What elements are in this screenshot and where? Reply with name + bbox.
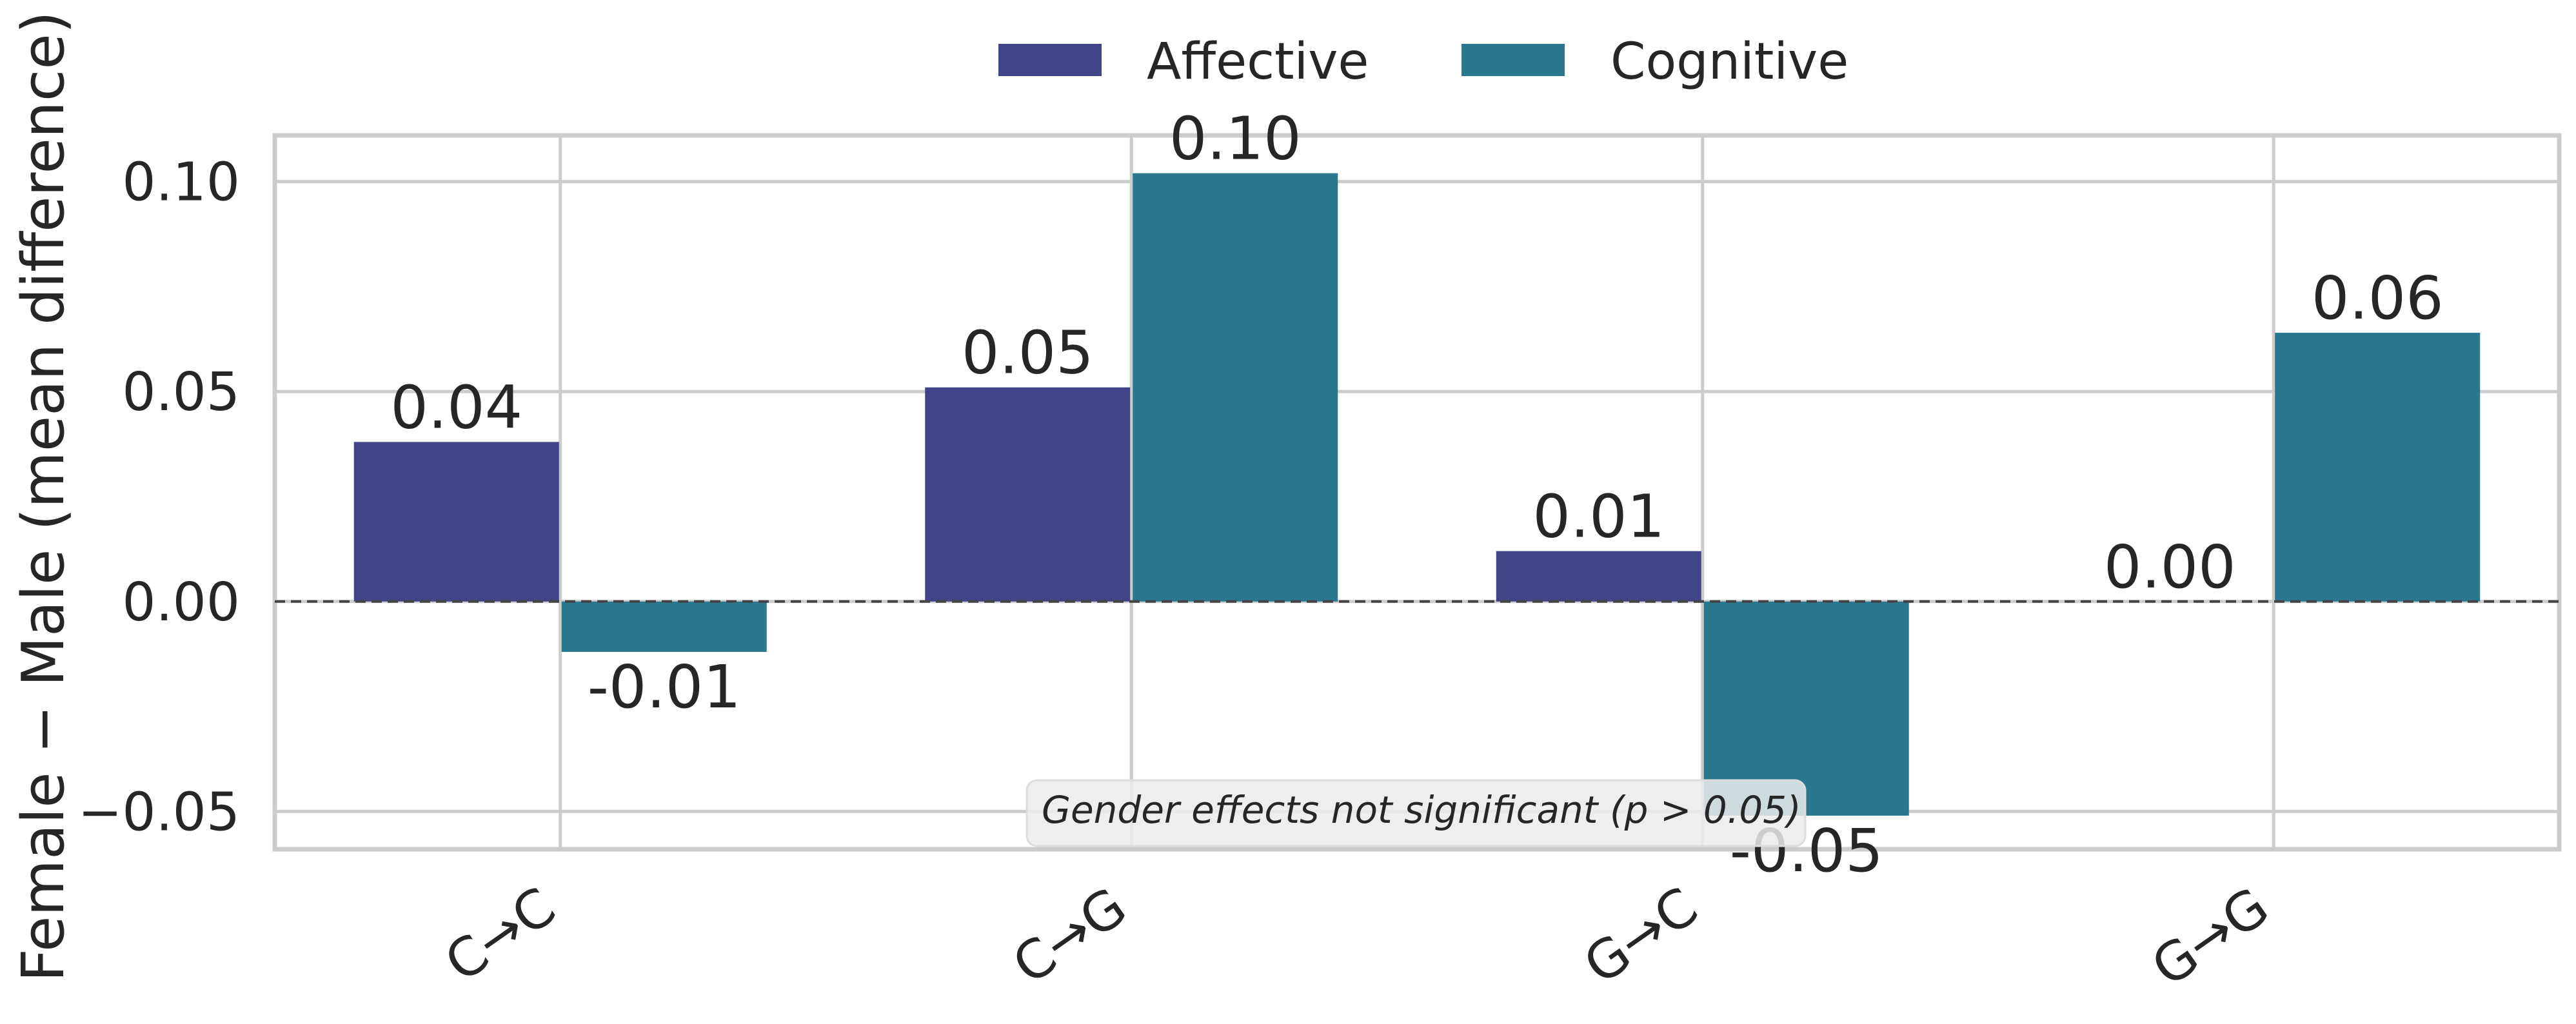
data-label-affective-4: 0.00 — [2104, 533, 2236, 602]
legend: Affective Cognitive — [998, 33, 1848, 91]
data-label-cognitive-2: 0.10 — [1169, 104, 1302, 173]
x-tick-labels: C→C C→G G→C G→G — [435, 876, 2280, 999]
bar-affective-1 — [353, 442, 559, 602]
plot-area-frame — [272, 133, 2562, 852]
data-label-affective-2: 0.05 — [962, 319, 1094, 388]
data-label-affective-3: 0.01 — [1532, 482, 1665, 551]
annotation-text: Gender effects not significant (p > 0.05… — [1042, 788, 1801, 832]
x-tick-label: G→G — [2141, 876, 2280, 999]
data-label-affective-1: 0.04 — [390, 373, 522, 442]
legend-swatch-cognitive — [1461, 44, 1565, 76]
x-tick-label: G→C — [1573, 876, 1709, 997]
grid-lines — [275, 135, 2559, 849]
y-tick-labels: −0.05 0.00 0.05 0.10 — [78, 152, 240, 843]
bar-cognitive-1 — [561, 601, 767, 652]
y-tick-label: 0.00 — [122, 572, 240, 633]
data-label-cognitive-4: 0.06 — [2312, 264, 2444, 333]
annotation-box — [1025, 779, 1807, 847]
data-labels: 0.040.050.010.00-0.010.10-0.050.06 — [390, 104, 2443, 885]
y-axis-label: Female − Male (mean difference) — [10, 11, 77, 982]
bars — [353, 173, 2481, 816]
legend-label-cognitive: Cognitive — [1610, 33, 1848, 91]
x-tick-label: C→G — [1002, 876, 1138, 997]
legend-label-affective: Affective — [1147, 33, 1369, 91]
bar-cognitive-2 — [1133, 173, 1338, 602]
y-tick-label: 0.10 — [122, 152, 240, 213]
y-tick-label: −0.05 — [78, 782, 240, 843]
data-label-cognitive-1: -0.01 — [588, 653, 741, 722]
y-tick-label: 0.05 — [122, 362, 240, 423]
x-tick-label: C→C — [435, 876, 567, 994]
legend-swatch-affective — [998, 44, 1102, 76]
bar-affective-2 — [925, 387, 1131, 602]
bar-cognitive-4 — [2275, 333, 2481, 602]
bar-affective-3 — [1496, 551, 1701, 602]
